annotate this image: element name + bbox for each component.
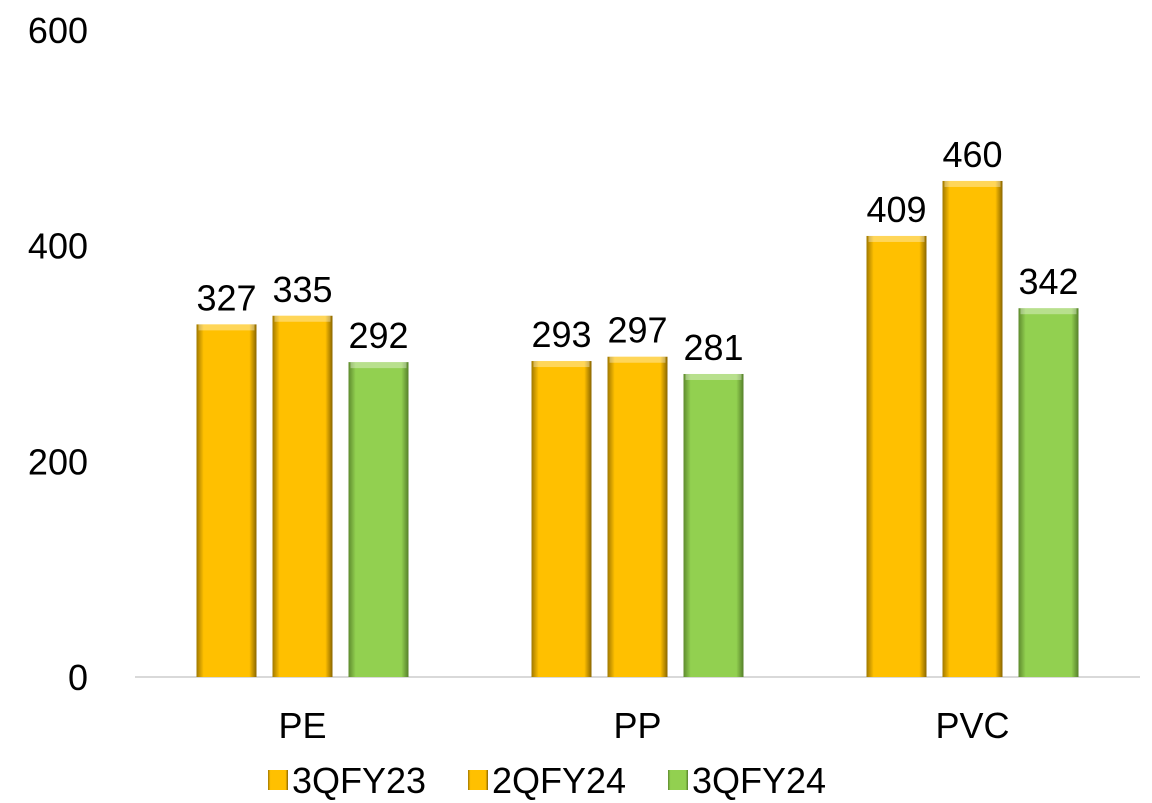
bar-bevel [198,324,255,331]
category-label: PP [613,705,661,746]
y-tick-label: 200 [28,441,88,482]
legend-swatch [668,770,688,790]
data-label: 409 [866,189,926,230]
data-label: 293 [531,314,591,355]
bar-bevel [685,373,742,380]
data-label: 335 [272,269,332,310]
bar-pvc-3qfy24 [1018,308,1079,677]
data-label: 281 [683,327,743,368]
bar-bevel [274,315,331,322]
legend-label: 2QFY24 [492,760,626,801]
y-tick-label: 400 [28,226,88,267]
bar-pp-3qfy24 [683,373,744,677]
bar-pvc-2qfy24 [942,180,1003,677]
legend-label: 3QFY23 [292,760,426,801]
bars: 327 335 292 293 297 281 409 460 342 [196,134,1079,677]
y-tick-label: 0 [68,657,88,698]
y-tick-label: 600 [28,10,88,51]
legend: 3QFY23 2QFY24 3QFY24 [268,760,826,801]
bar-bevel [609,356,666,363]
bar-pe-2qfy24 [272,315,333,677]
bar-pe-3qfy24 [348,362,409,677]
data-label: 460 [942,134,1002,175]
bar-pp-3qfy23 [531,361,592,677]
bar-pe-3qfy23 [196,324,257,677]
category-label: PVC [935,705,1009,746]
data-label: 327 [196,277,256,318]
data-label: 342 [1018,261,1078,302]
bar-bevel [533,361,590,368]
category-label: PE [278,705,326,746]
legend-swatch [268,770,288,790]
data-label: 292 [348,315,408,356]
data-label: 297 [607,310,667,351]
bar-pvc-3qfy23 [866,235,927,677]
bar-bevel [350,362,407,369]
bar-bevel [868,235,925,242]
bar-pp-2qfy24 [607,356,668,677]
y-axis: 0 200 400 600 [28,10,88,698]
legend-label: 3QFY24 [692,760,826,801]
bar-bevel [944,180,1001,187]
legend-swatch [468,770,488,790]
bar-bevel [1020,308,1077,315]
category-labels: PE PP PVC [278,705,1009,746]
